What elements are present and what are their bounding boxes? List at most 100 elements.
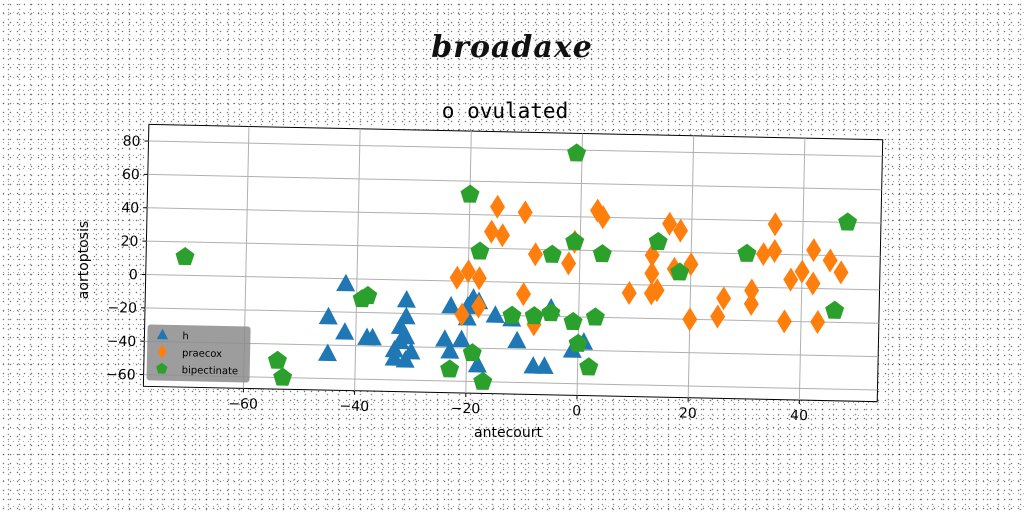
y-tick-label: 80 <box>123 134 141 150</box>
h-point <box>485 305 505 323</box>
legend: h praecox bipectinate <box>146 324 251 383</box>
h-point <box>336 273 356 292</box>
x-grid-line <box>354 128 361 391</box>
praecox-point <box>471 266 487 291</box>
plot-background <box>142 123 884 403</box>
praecox-point <box>471 294 487 319</box>
chart-title: o ovulated <box>442 99 568 123</box>
y-tick-label: −60 <box>106 367 136 384</box>
x-axis-label: antecourt <box>474 425 542 441</box>
y-tick-label: 20 <box>120 234 138 250</box>
praecox-point <box>454 302 470 327</box>
x-tick-label: −20 <box>451 401 481 418</box>
y-axis-label: aortoptosis <box>76 221 92 299</box>
praecox-point <box>449 265 465 290</box>
praecox-point <box>833 260 849 285</box>
praecox-point <box>483 219 499 244</box>
bipectinate-point <box>567 143 587 162</box>
y-grid-line <box>144 340 879 358</box>
praecox-point <box>776 309 792 334</box>
praecox-point <box>794 259 810 284</box>
legend-marker-h <box>156 328 169 340</box>
h-point <box>384 348 404 366</box>
praecox-point <box>644 261 660 286</box>
legend-label-h: h <box>182 331 189 342</box>
h-point <box>435 329 455 347</box>
y-grid-line <box>148 140 883 157</box>
praecox-point <box>527 242 543 267</box>
h-point <box>467 354 487 373</box>
praecox-point <box>810 310 826 335</box>
y-grid-line <box>145 274 880 291</box>
x-tick-label: 40 <box>790 408 808 424</box>
praecox-point <box>682 307 698 332</box>
bipectinate-point <box>592 244 612 263</box>
praecox-point <box>822 248 838 273</box>
bipectinate-point <box>273 367 293 386</box>
praecox-point <box>515 282 531 307</box>
x-tick-label: −40 <box>339 398 369 415</box>
praecox-point <box>716 286 732 311</box>
y-tick-label: −20 <box>107 300 137 317</box>
y-tick-label: 40 <box>121 200 139 216</box>
h-point <box>318 306 338 325</box>
legend-label-bipectinate: bipectinate <box>182 365 239 377</box>
legend-label-praecox: praecox <box>182 348 222 360</box>
watermark-signature: broadaxe <box>431 30 593 65</box>
praecox-point <box>805 271 821 296</box>
bipectinate-point <box>175 246 195 266</box>
y-tick-label: 0 <box>129 267 138 283</box>
y-grid-line <box>147 207 881 224</box>
praecox-point <box>649 278 665 303</box>
h-point <box>362 327 382 346</box>
bipectinate-point <box>267 350 288 369</box>
bipectinate-point <box>460 184 480 203</box>
h-point <box>507 330 527 349</box>
y-axis-ticks: −60 −40 −20 0 20 40 60 80 <box>106 134 149 384</box>
praecox-point <box>710 304 726 329</box>
bipectinate-point <box>358 285 378 305</box>
bipectinate-point <box>541 303 561 322</box>
praecox-point <box>595 205 611 230</box>
h-point <box>440 341 460 359</box>
praecox-point <box>590 198 606 223</box>
praecox-point <box>783 267 799 292</box>
x-tick-label: 20 <box>679 406 697 422</box>
y-tick-label: 60 <box>122 167 140 183</box>
praecox-point <box>662 211 678 236</box>
bipectinate-point <box>473 371 493 390</box>
bipectinate-point <box>737 243 757 262</box>
praecox-point <box>673 218 689 243</box>
praecox-point <box>621 280 637 305</box>
h-point <box>534 356 554 374</box>
praecox-point <box>767 239 783 263</box>
legend-marker-praecox <box>157 344 167 359</box>
praecox-point <box>490 194 506 219</box>
praecox-point <box>744 278 760 303</box>
praecox-point <box>743 291 759 316</box>
bipectinate-point <box>542 244 562 263</box>
praecox-point <box>495 223 511 248</box>
bipectinate-point <box>462 343 482 362</box>
plot-area: −60 −40 −20 0 20 40 −60 −40 −20 0 20 40 60 80 h praec… <box>106 123 884 424</box>
y-tick-label: −40 <box>107 333 137 350</box>
praecox-point <box>755 242 771 267</box>
bipectinate-point <box>585 307 605 326</box>
h-point <box>395 350 415 368</box>
bipectinate-point <box>502 305 522 324</box>
bipectinate-point <box>670 262 690 281</box>
y-grid-line <box>147 173 882 191</box>
bipectinate-point <box>825 300 845 319</box>
bipectinate-point <box>470 241 490 260</box>
h-point <box>335 322 355 340</box>
x-axis-ticks: −60 −40 −20 0 20 40 <box>228 388 808 424</box>
x-tick-label: 0 <box>572 403 581 419</box>
h-point <box>451 329 471 348</box>
h-point <box>441 295 461 314</box>
bipectinate-point <box>579 357 599 376</box>
y-grid-line <box>143 374 878 391</box>
bipectinate-point <box>648 231 668 251</box>
bipectinate-point <box>440 359 460 378</box>
h-point <box>317 343 337 362</box>
